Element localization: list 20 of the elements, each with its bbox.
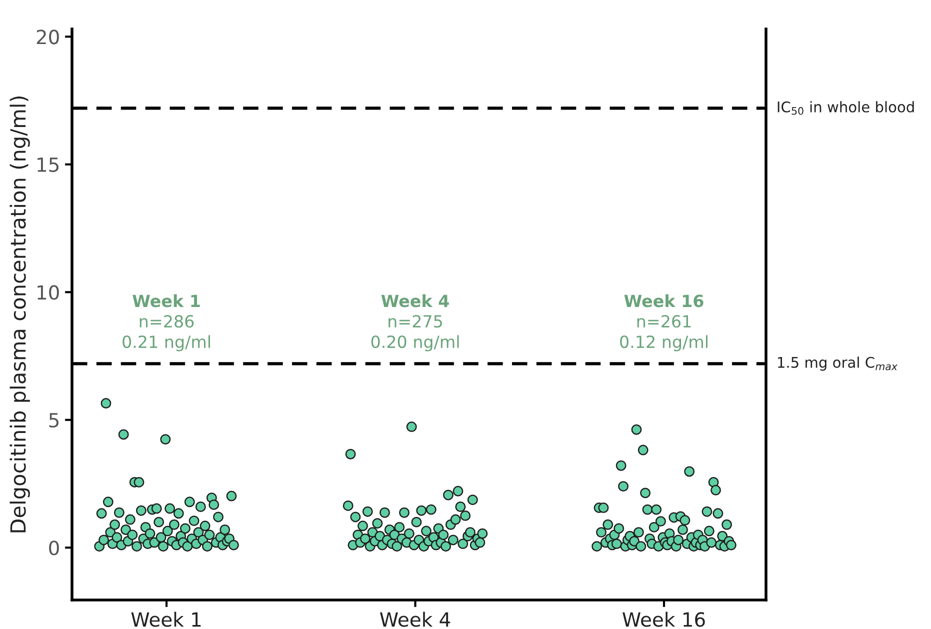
ref-line-label: 1.5 mg oral C$_{max}$ [778,356,898,371]
ref-line-label: IC$_{50}$ in whole blood [778,101,914,115]
x-tick-label: Week 16 [622,612,705,627]
annotation: 0.21 ng/ml [122,335,210,352]
y-tick-label: 20 [36,30,59,44]
y-axis-title: Delgocitinib plasma concentration (ng/ml) [10,96,30,532]
annotation: n=286 [140,315,194,328]
annotation: Week 16 [624,294,704,308]
annotation: 0.12 ng/ml [620,335,708,352]
annotation: n=275 [388,315,442,328]
y-tick-label: 15 [38,158,58,172]
annotation: Week 1 [132,294,200,308]
y-tick-label: 0 [49,540,59,556]
annotation: n=261 [637,315,691,328]
x-tick-label: Week 1 [131,612,201,627]
annotation: 0.20 ng/ml [371,335,459,352]
annotation: Week 4 [381,294,449,308]
y-tick-label: 5 [49,413,58,428]
x-tick-label: Week 4 [380,612,450,627]
y-tick-label: 10 [38,285,59,300]
